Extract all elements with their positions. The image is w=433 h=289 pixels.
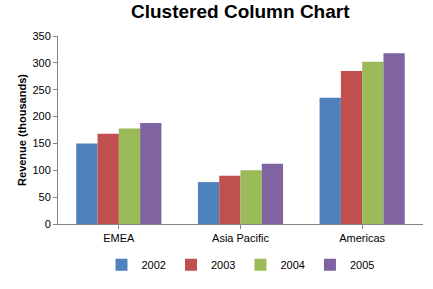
- svg-text:2003: 2003: [211, 259, 235, 271]
- svg-text:50: 50: [39, 191, 51, 203]
- svg-text:2005: 2005: [350, 259, 374, 271]
- svg-text:300: 300: [32, 57, 50, 69]
- svg-text:0: 0: [45, 218, 51, 230]
- svg-text:350: 350: [32, 30, 50, 42]
- svg-text:EMEA: EMEA: [103, 232, 135, 244]
- svg-text:Americas: Americas: [339, 232, 385, 244]
- svg-text:2002: 2002: [142, 259, 166, 271]
- svg-text:Clustered Column Chart: Clustered Column Chart: [131, 1, 350, 22]
- svg-text:100: 100: [32, 164, 50, 176]
- svg-text:Revenue (thousands): Revenue (thousands): [16, 74, 28, 186]
- svg-text:250: 250: [32, 84, 50, 96]
- svg-text:2004: 2004: [280, 259, 304, 271]
- svg-text:Asia Pacific: Asia Pacific: [212, 232, 269, 244]
- svg-text:200: 200: [32, 110, 50, 122]
- svg-text:150: 150: [32, 137, 50, 149]
